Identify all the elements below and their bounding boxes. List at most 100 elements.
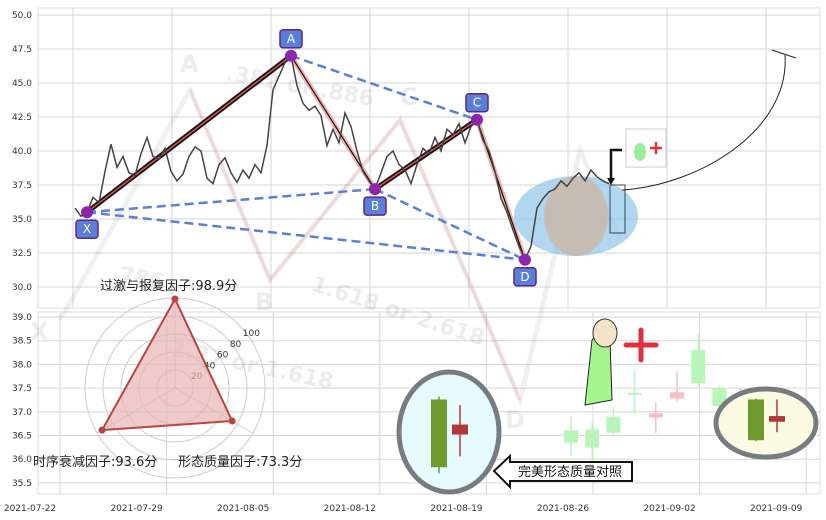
pattern-label-box [75, 219, 99, 239]
top-y-axis: 50.0 47.5 45.0 42.5 40.0 37.5 35.0 32.5 30.0 [12, 11, 32, 293]
radar-vertex [228, 417, 236, 425]
bottom-y-tick: 38.5 [12, 337, 32, 347]
top-y-tick: 32.5 [12, 249, 32, 259]
pattern-label-box [513, 267, 537, 287]
pointer-arrowhead [607, 178, 615, 185]
x-tick: 2021-09-02 [643, 504, 695, 514]
radar-vertex [171, 295, 179, 303]
current-candle-body [748, 399, 764, 441]
bottom-y-tick: 35.5 [12, 479, 32, 489]
price-line [74, 54, 610, 262]
x-axis: 2021-07-22 2021-07-29 2021-08-05 2021-08-12… [4, 504, 803, 514]
top-y-tick: 40.0 [12, 147, 32, 157]
x-tick: 2021-08-12 [324, 504, 376, 514]
candle-body [585, 429, 600, 448]
candle-body [564, 430, 578, 443]
bottom-y-tick: 37.0 [12, 408, 32, 418]
pattern-dashed-line [290, 54, 478, 121]
pointer-arrow [609, 148, 622, 178]
pattern-label: X [83, 222, 91, 236]
watermark-letter: D [505, 406, 525, 434]
perfect-pattern-oval [396, 369, 502, 495]
pattern-label: D [520, 270, 529, 284]
comparison-arrow-label-box [492, 453, 633, 490]
bottom-y-tick: 39.0 [12, 313, 32, 323]
mascot-head [592, 318, 618, 348]
current-pattern-oval [713, 386, 819, 460]
pattern-point-x [81, 206, 93, 219]
radar-label-left: 时序衰减因子:93.6分 [33, 454, 157, 470]
bottom-y-tick: 36.0 [12, 455, 32, 465]
x-tick: 2021-08-19 [430, 504, 483, 514]
top-grid [37, 7, 821, 309]
prediction-ellipse-inner [544, 176, 608, 256]
pattern-label-box [363, 196, 387, 216]
top-plot-area [37, 7, 821, 309]
bone-icon [623, 327, 659, 363]
x-tick: 2021-08-26 [537, 504, 590, 514]
candle-body [606, 417, 621, 433]
watermark-zigzag-red [188, 89, 522, 401]
top-y-tick: 42.5 [12, 113, 32, 123]
watermark-letter: X [30, 318, 49, 346]
radar-tick: 100 [243, 329, 260, 339]
pattern-label: C [473, 96, 481, 110]
watermark-letter: B [255, 288, 273, 316]
pattern-label-box [279, 29, 303, 49]
mascot-thumbnail-figure [634, 143, 646, 161]
pattern-label-box [465, 92, 489, 113]
top-y-tick: 35.0 [12, 215, 32, 225]
candle-body [691, 350, 706, 384]
comparison-label: 完美形态质量对照 [518, 465, 622, 480]
pattern-point-b [369, 183, 381, 196]
pattern-points: X A B C D [75, 29, 537, 287]
perfect-candle-body [452, 424, 468, 435]
candle-body [648, 413, 663, 418]
x-tick: 2021-07-29 [110, 504, 163, 514]
projection-end-tick [771, 49, 797, 59]
prediction-zone [514, 176, 638, 256]
pattern-label: B [371, 199, 379, 213]
x-tick: 2021-07-22 [4, 504, 56, 514]
radar-chart: 20406080100过激与报复因子:98.9分时序衰减因子:93.6分形态质量… [33, 279, 302, 479]
bottom-y-tick: 38.0 [12, 360, 32, 370]
pattern-leg-inner [86, 55, 292, 213]
bottom-y-tick: 37.5 [12, 384, 32, 394]
top-y-tick: 47.5 [12, 45, 32, 55]
x-tick: 2021-09-09 [750, 504, 803, 514]
x-tick: 2021-08-05 [217, 504, 269, 514]
prediction-box [609, 184, 626, 234]
watermark-letter: A [180, 50, 199, 78]
pattern-dashed-line [86, 187, 376, 214]
radar-vertex [98, 426, 106, 434]
projection-curve [621, 54, 786, 191]
top-y-tick: 37.5 [12, 181, 32, 191]
bottom-y-tick: 36.5 [12, 432, 32, 442]
radar-label-right: 形态质量因子:73.3分 [178, 455, 302, 470]
comparison: 完美形态质量对照 [396, 369, 819, 495]
radar-polygon [100, 296, 234, 432]
radar-tick: 40 [204, 361, 216, 371]
radar-label-top: 过激与报复因子:98.9分 [100, 279, 237, 294]
radar-tick: 60 [217, 351, 229, 361]
top-y-tick: 45.0 [12, 79, 32, 89]
candle-body [627, 392, 642, 395]
perfect-candle-body [431, 399, 447, 468]
candle-body [712, 388, 727, 407]
pattern-label: A [287, 32, 296, 46]
current-candle-body [769, 416, 785, 422]
bottom-y-axis: 39.0 38.5 38.0 37.5 37.0 36.5 36.0 35.5 [12, 313, 32, 489]
decorations [584, 49, 797, 406]
top-y-tick: 50.0 [12, 11, 32, 21]
watermark-letter: C [400, 83, 418, 111]
top-y-tick: 30.0 [12, 283, 32, 293]
pattern-leg-inner [374, 119, 478, 190]
pattern-dashed-line [86, 210, 526, 262]
pattern-point-c [471, 113, 483, 126]
pattern-point-a [285, 49, 297, 62]
pattern-point-d [519, 253, 531, 266]
watermark-zigzag [57, 84, 623, 408]
bone-icon [650, 142, 662, 154]
radar-tick: 80 [230, 340, 242, 350]
